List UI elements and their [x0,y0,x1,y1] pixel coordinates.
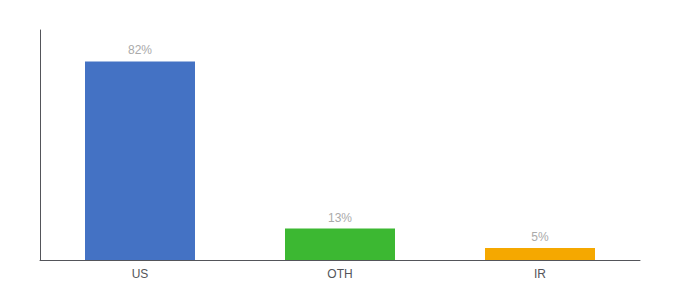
svg-text:13%: 13% [328,211,352,225]
svg-text:US: US [132,267,149,281]
svg-text:5%: 5% [531,230,549,244]
svg-text:82%: 82% [128,43,152,57]
svg-text:IR: IR [534,267,546,281]
svg-text:OTH: OTH [327,267,352,281]
